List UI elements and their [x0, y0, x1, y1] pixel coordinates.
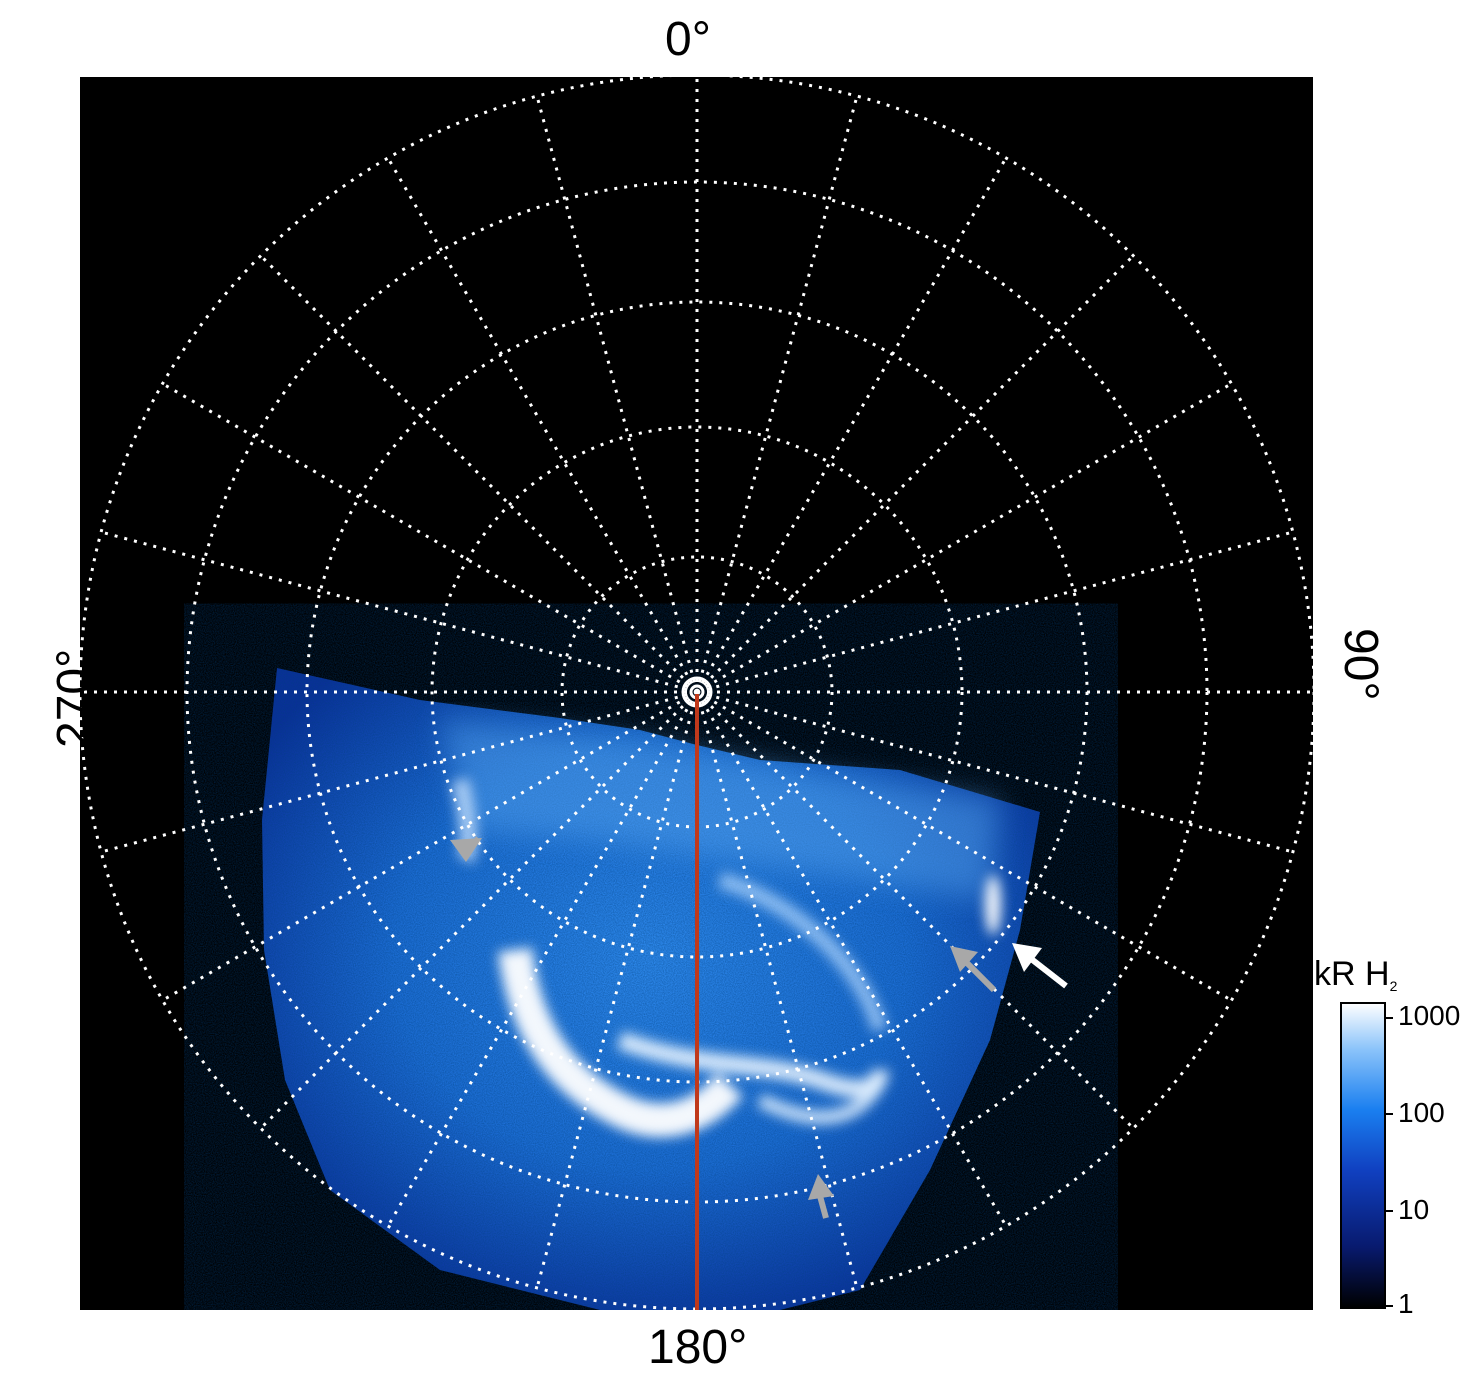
- feature-arrow-gray-right: [950, 946, 997, 993]
- colorbar-tick-label: 100: [1398, 1097, 1445, 1128]
- aurora-main-oval: [451, 777, 1001, 1138]
- colorbar-title: kR H2: [1314, 955, 1397, 994]
- azimuth-label-270: 270°: [48, 648, 101, 748]
- azimuth-label-90: 90°: [1334, 628, 1387, 701]
- feature-arrow-gray-upper-left: [450, 836, 482, 862]
- colorbar-tick-label: 10: [1398, 1194, 1430, 1225]
- azimuth-label-0: 0°: [665, 13, 711, 66]
- feature-arrow-gray-bottom: [808, 1174, 834, 1219]
- colorbar-title-main: kR H: [1314, 955, 1390, 993]
- colorbar-tick-label: 1000: [1398, 1000, 1461, 1031]
- polar-grid: [80, 77, 1313, 1310]
- colorbar: [1340, 1002, 1386, 1309]
- colorbar-tick-label: 1: [1398, 1288, 1414, 1319]
- azimuth-label-180: 180°: [648, 1321, 748, 1374]
- colorbar-ticks: [1385, 1017, 1393, 1307]
- feature-arrow-white-right: [1012, 943, 1068, 989]
- colorbar-title-sub: 2: [1389, 978, 1398, 994]
